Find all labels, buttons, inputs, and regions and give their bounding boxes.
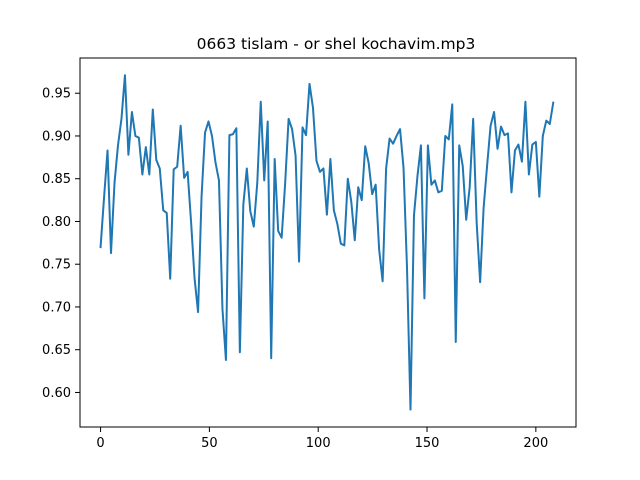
x-tick-label: 50 — [201, 436, 218, 451]
x-tick-label: 100 — [306, 436, 331, 451]
y-axis: 0.60 0.65 0.70 0.75 0.80 0.85 0.90 0.95 — [42, 87, 80, 401]
y-tick-label: 0.85 — [42, 172, 71, 187]
series-line — [99, 74, 555, 411]
y-tick-label: 0.65 — [42, 343, 71, 358]
chart-title: 0663 tislam - or shel kochavim.mp3 — [197, 35, 476, 53]
x-tick-label: 200 — [523, 436, 548, 451]
y-tick-label: 0.95 — [42, 87, 71, 102]
x-axis: 0 50 100 150 200 — [96, 427, 548, 451]
axes-frame — [79, 57, 577, 428]
y-tick-label: 0.75 — [42, 258, 71, 273]
x-tick-label: 150 — [415, 436, 440, 451]
x-tick-label: 0 — [96, 436, 104, 451]
y-tick-label: 0.80 — [42, 215, 71, 230]
plot-area — [79, 57, 577, 428]
y-tick-label: 0.60 — [42, 386, 71, 401]
y-tick-label: 0.90 — [42, 129, 71, 144]
y-tick-label: 0.70 — [42, 300, 71, 315]
